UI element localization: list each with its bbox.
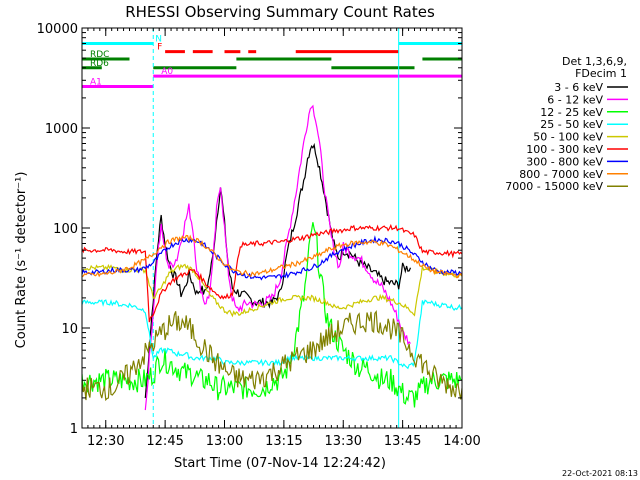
- legend-header: FDecim 1: [575, 67, 627, 80]
- legend-label: 100 - 300 keV: [526, 143, 603, 156]
- flag-label-RD6: RD6: [90, 59, 109, 69]
- flag-label-RDC: RDC: [90, 50, 109, 60]
- legend-label: 12 - 25 keV: [540, 106, 603, 119]
- y-tick-label: 1: [70, 422, 78, 437]
- chart-title: RHESSI Observing Summary Count Rates: [125, 3, 435, 21]
- legend-label: 300 - 800 keV: [526, 155, 603, 168]
- flag-label-F: F: [157, 43, 162, 53]
- count-rate-series: [82, 104, 462, 411]
- series-line-7000-15000keV: [82, 309, 462, 402]
- flag-label-A1: A1: [90, 78, 102, 88]
- series-line-50-100keV: [82, 263, 462, 318]
- series-line-6-12keV: [144, 104, 411, 411]
- y-tick-label: 10000: [37, 22, 78, 37]
- series-line-300-800keV: [82, 235, 462, 281]
- legend-header: Det 1,3,6,9,: [562, 55, 627, 68]
- series-line-3-6keV: [144, 142, 412, 399]
- x-tick-label: 13:15: [265, 434, 302, 449]
- generated-date: 22-Oct-2021 08:13: [562, 469, 638, 478]
- legend-label: 6 - 12 keV: [547, 93, 603, 106]
- series-line-12-25keV: [82, 222, 462, 408]
- flag-label-A0: A0: [161, 67, 173, 77]
- series-line-25-50keV: [82, 299, 462, 370]
- x-axis-label: Start Time (07-Nov-14 12:24:42): [174, 456, 386, 471]
- y-tick-label: 10: [61, 322, 78, 337]
- x-tick-label: 13:00: [206, 434, 243, 449]
- legend-label: 3 - 6 keV: [554, 81, 603, 94]
- flag-label-N: N: [155, 34, 162, 44]
- y-tick-label: 100: [53, 222, 78, 237]
- legend-label: 25 - 50 keV: [540, 118, 603, 131]
- x-tick-label: 12:45: [146, 434, 183, 449]
- axes: 12:30 12:45 13:00 13:15 13:30 13:45 14:00 1 10 10…: [37, 22, 481, 449]
- legend-label: 50 - 100 keV: [533, 131, 603, 144]
- series-line-800-7000keV: [82, 234, 462, 279]
- y-tick-label: 1000: [45, 122, 78, 137]
- y-axis-label: Count Rate (s⁻¹ detector⁻¹): [14, 172, 29, 349]
- x-tick-label: 13:45: [384, 434, 421, 449]
- x-tick-label: 13:30: [325, 434, 362, 449]
- x-tick-label: 14:00: [443, 434, 480, 449]
- x-tick-label: 12:30: [87, 434, 124, 449]
- legend-label: 800 - 7000 keV: [519, 168, 603, 181]
- legend-label: 7000 - 15000 keV: [505, 180, 603, 193]
- series-line-100-300keV: [82, 223, 462, 323]
